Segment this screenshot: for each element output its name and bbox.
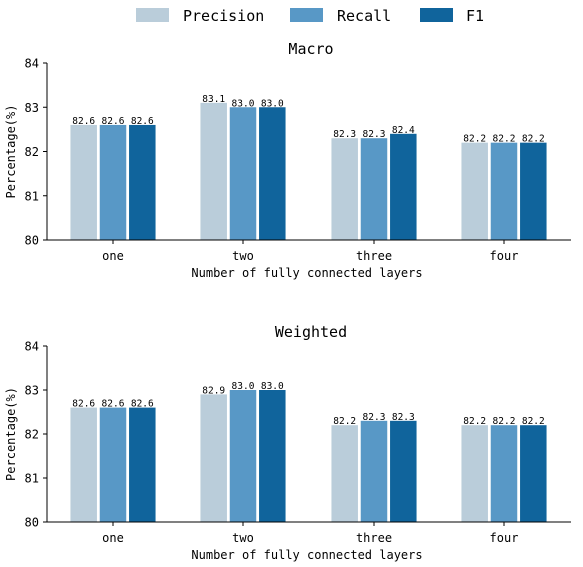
panel2-bar-recall-one [99, 407, 127, 522]
panel1-bar-recall-one [99, 124, 127, 240]
panel2-x-tick-label: one [102, 531, 124, 545]
panel1-bar-f1-one [129, 124, 156, 240]
panel2-data-label: 82.6 [102, 399, 125, 410]
panel2-bar-f1-four [520, 425, 547, 522]
panel2-bar-precision-four [461, 425, 488, 522]
panel2-data-label: 82.9 [202, 385, 225, 396]
panel2-x-tick-label: two [232, 531, 254, 545]
panel2-bar-f1-three [390, 420, 417, 522]
panel1-bar-precision-four [461, 142, 488, 240]
panel1-y-tick-label: 80 [25, 234, 39, 248]
panel1-bar-recall-two [229, 107, 257, 240]
panel2-y-tick-label: 82 [25, 428, 39, 442]
panel2-y-tick-label: 81 [25, 472, 39, 486]
panel1-data-label: 82.3 [363, 129, 386, 140]
legend-swatch-precision [136, 8, 169, 22]
legend-label-precision: Precision [183, 7, 264, 25]
panel2-data-label: 83.0 [232, 381, 255, 392]
panel1-data-label: 82.2 [493, 134, 516, 145]
panel2-y-axis-label: Percentage(%) [4, 387, 18, 481]
panel1-data-label: 82.6 [102, 116, 125, 127]
panel1-data-label: 82.4 [392, 125, 415, 136]
panel1-bar-recall-three [360, 138, 388, 240]
legend-label-f1: F1 [466, 7, 484, 25]
panel1-bar-f1-two [259, 107, 286, 240]
panel2-data-label: 82.2 [493, 416, 516, 427]
legend-swatch-f1 [420, 8, 453, 22]
panel1-data-label: 82.2 [522, 134, 545, 145]
legend-swatch-recall [290, 8, 323, 22]
panel2-data-label: 82.6 [131, 399, 154, 410]
panel2-bar-precision-two [200, 394, 227, 522]
panel1-bar-recall-four [490, 142, 518, 240]
panel1-x-axis-label: Number of fully connected layers [191, 266, 422, 280]
panel1-y-tick-label: 84 [25, 57, 39, 71]
panel2-x-tick-label: four [490, 531, 519, 545]
panel1-bar-precision-two [200, 102, 227, 240]
panel2-data-label: 82.3 [392, 412, 415, 423]
panel1-bar-precision-one [70, 124, 97, 240]
panel1-data-label: 82.3 [333, 129, 356, 140]
panel2-y-tick-label: 80 [25, 516, 39, 530]
panel1-y-tick-label: 83 [25, 101, 39, 115]
panel2-bar-f1-one [129, 407, 156, 522]
panel2-data-label: 82.2 [463, 416, 486, 427]
panel1-bar-precision-three [331, 138, 358, 240]
panel1-x-tick-label: four [490, 249, 519, 263]
panel1-data-label: 82.6 [72, 116, 95, 127]
panel1-data-label: 82.6 [131, 116, 154, 127]
panel2-data-label: 82.3 [363, 412, 386, 423]
panel1-data-label: 83.0 [232, 98, 255, 109]
panel1-y-tick-label: 82 [25, 145, 39, 159]
panel1-x-tick-label: one [102, 249, 124, 263]
panel2-data-label: 82.6 [72, 399, 95, 410]
panel2-data-label: 82.2 [333, 416, 356, 427]
panel2-x-tick-label: three [356, 531, 392, 545]
panel2-x-axis-label: Number of fully connected layers [191, 548, 422, 562]
panel2-y-tick-label: 83 [25, 384, 39, 398]
panel2-data-label: 82.2 [522, 416, 545, 427]
panel2-bar-f1-two [259, 390, 286, 522]
legend-label-recall: Recall [337, 7, 391, 25]
panel1-x-tick-label: two [232, 249, 254, 263]
panel1-data-label: 82.2 [463, 134, 486, 145]
panel2-bar-recall-three [360, 420, 388, 522]
panel2-data-label: 83.0 [261, 381, 284, 392]
panel1-title: Macro [288, 40, 333, 58]
panel2-title: Weighted [275, 323, 347, 341]
panel2-bar-precision-three [331, 425, 358, 522]
panel2-bar-recall-four [490, 425, 518, 522]
panel1-bar-f1-three [390, 133, 417, 240]
panel1-x-tick-label: three [356, 249, 392, 263]
panel1-y-tick-label: 81 [25, 189, 39, 203]
panel2-bar-precision-one [70, 407, 97, 522]
panel2-y-tick-label: 84 [25, 340, 39, 354]
panel1-data-label: 83.0 [261, 98, 284, 109]
panel2-bar-recall-two [229, 390, 257, 522]
panel1-bar-f1-four [520, 142, 547, 240]
panel1-data-label: 83.1 [202, 94, 225, 105]
panel1-y-axis-label: Percentage(%) [4, 105, 18, 199]
